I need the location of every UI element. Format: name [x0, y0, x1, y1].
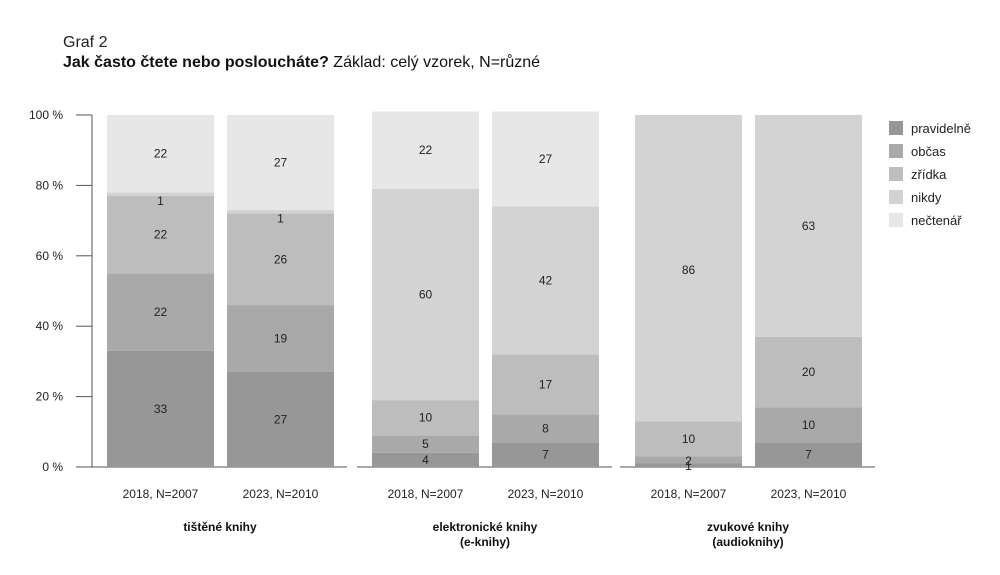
bar-category-label: 2023, N=2010 [771, 487, 847, 501]
segment-value-label: 1 [157, 194, 164, 208]
legend-swatch [889, 167, 903, 181]
bar-segment [107, 273, 214, 351]
group-label: elektronické knihy [433, 520, 538, 534]
bar-segment [227, 210, 334, 214]
bar-segment [372, 400, 479, 436]
segment-value-label: 20 [802, 365, 816, 379]
segment-value-label: 1 [685, 459, 692, 473]
bar-segment [372, 452, 479, 467]
bar-segment [755, 442, 862, 467]
legend-swatch [889, 213, 903, 227]
segment-value-label: 27 [274, 156, 288, 170]
segment-value-label: 22 [154, 228, 168, 242]
bar-segment [227, 213, 334, 306]
bar-segment [635, 463, 742, 467]
bar-segment [755, 115, 862, 337]
segment-value-label: 27 [539, 152, 553, 166]
segment-value-label: 42 [539, 273, 553, 287]
bar-segment [635, 118, 742, 422]
bar-segment [492, 442, 599, 467]
bar-category-label: 2023, N=2010 [508, 487, 584, 501]
bar-segment [372, 111, 479, 189]
segment-value-label: 22 [154, 305, 168, 319]
y-tick-label: 100 % [29, 108, 63, 122]
segment-value-label: 10 [682, 432, 696, 446]
chart-label: Graf 2 [63, 34, 108, 51]
legend-label: občas [911, 144, 946, 159]
segment-value-label: 4 [422, 453, 429, 467]
y-tick-label: 0 % [42, 460, 63, 474]
bar-segment [492, 354, 599, 415]
segment-value-label: 10 [802, 418, 816, 432]
legend-label: nečtenář [911, 213, 962, 228]
bar-segment [107, 115, 214, 193]
bar-segment [372, 435, 479, 453]
bar-segment [492, 414, 599, 443]
bar-category-label: 2018, N=2007 [388, 487, 464, 501]
bar-category-label: 2018, N=2007 [651, 487, 727, 501]
bar-segment [755, 336, 862, 408]
chart-title-bold: Jak často čtete nebo posloucháte? [63, 54, 329, 71]
segment-value-label: 22 [419, 143, 433, 157]
segment-value-label: 2 [685, 454, 692, 468]
bar-category-label: 2023, N=2010 [243, 487, 319, 501]
bar-segment [227, 305, 334, 372]
segment-value-label: 27 [274, 412, 288, 426]
chart-subtitle: Základ: celý vzorek, N=různé [328, 54, 541, 71]
bar-segment [492, 111, 599, 207]
y-tick-label: 80 % [36, 178, 64, 192]
group-label: zvukové knihy [707, 520, 789, 534]
bar-segment [107, 195, 214, 274]
segment-value-label: 10 [419, 411, 433, 425]
bar-category-label: 2018, N=2007 [123, 487, 199, 501]
chart-title: Jak často čtete nebo posloucháte? Základ… [63, 53, 540, 73]
segment-value-label: 17 [539, 377, 553, 391]
group-label: (e-knihy) [460, 535, 510, 549]
legend-label: pravidelně [911, 121, 971, 136]
segment-value-label: 60 [419, 288, 433, 302]
legend-label: zřídka [911, 167, 947, 182]
bar-segment [492, 206, 599, 355]
segment-value-label: 86 [682, 263, 696, 277]
group-label: (audioknihy) [712, 535, 783, 549]
chart-title-block: Graf 2 Jak často čtete nebo posloucháte?… [63, 33, 540, 73]
group-label: tištěné knihy [183, 520, 257, 534]
y-tick-label: 40 % [36, 319, 64, 333]
segment-value-label: 22 [154, 147, 168, 161]
segment-value-label: 26 [274, 252, 288, 266]
legend-swatch [889, 121, 903, 135]
bar-segment [227, 371, 334, 467]
bar-segment [107, 192, 214, 196]
segment-value-label: 7 [542, 448, 549, 462]
legend-label: nikdy [911, 190, 942, 205]
segment-value-label: 19 [274, 332, 288, 346]
bar-segment [227, 115, 334, 211]
segment-value-label: 1 [277, 212, 284, 226]
legend-swatch [889, 190, 903, 204]
segment-value-label: 63 [802, 219, 816, 233]
bar-segment [635, 115, 742, 119]
segment-value-label: 8 [542, 421, 549, 435]
bar-segment [755, 407, 862, 443]
bar-segment [107, 350, 214, 467]
legend-swatch [889, 144, 903, 158]
segment-value-label: 5 [422, 437, 429, 451]
bar-segment [372, 188, 479, 401]
bar-segment [635, 456, 742, 464]
bar-segment [635, 421, 742, 457]
segment-value-label: 33 [154, 402, 168, 416]
segment-value-label: 7 [805, 448, 812, 462]
y-tick-label: 20 % [36, 390, 64, 404]
y-tick-label: 60 % [36, 249, 64, 263]
